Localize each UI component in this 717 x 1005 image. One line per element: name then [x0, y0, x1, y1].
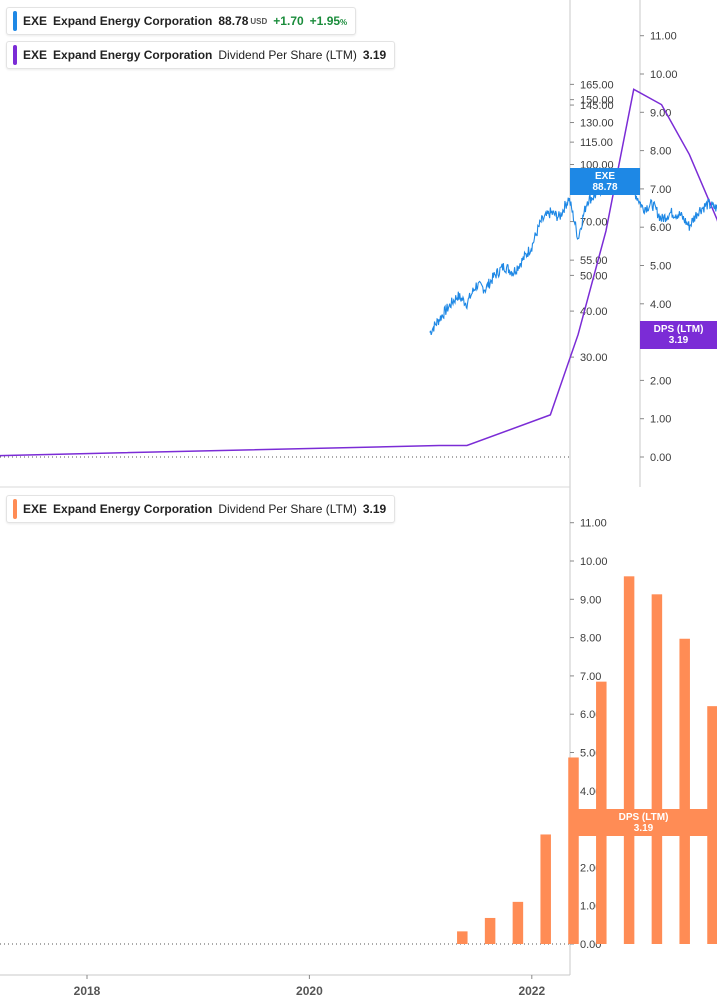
dps-tag-label: DPS (LTM): [653, 324, 704, 335]
dps-bar: [540, 834, 551, 944]
bar-tick-label: 11.00: [580, 518, 607, 530]
dps-bar: [623, 576, 635, 944]
dps-tag-value: 3.19: [668, 335, 689, 346]
price-legend-currency: USD: [250, 16, 268, 26]
dps-line-value-tag: DPS (LTM) 3.19: [640, 321, 717, 349]
dps-bar: [484, 917, 496, 944]
dps-legend-top-swatch: [13, 45, 17, 65]
price-tick-label: 40.00: [580, 306, 608, 318]
time-tick-label: 2020: [296, 984, 323, 998]
bar-tick-label: 9.00: [580, 594, 601, 606]
price-tick-label: 145.00: [580, 100, 614, 112]
bar-tag-value: 3.19: [633, 822, 654, 834]
dps-legend-top[interactable]: EXE Expand Energy Corporation Dividend P…: [6, 41, 396, 69]
price-tick-label: 70.00: [580, 217, 608, 229]
dps-legend-bottom-metric: Dividend Per Share (LTM): [218, 502, 357, 516]
dps-tick-label: 1.00: [650, 414, 671, 426]
dps-bar: [651, 594, 663, 944]
dps-bar: [457, 931, 468, 944]
dps-bar: [512, 901, 524, 944]
bar-tag-label: DPS (LTM): [618, 811, 669, 823]
price-legend-ticker: EXE: [23, 14, 48, 28]
dps-bar-value-tag: DPS (LTM) 3.19: [570, 809, 717, 836]
dps-legend-top-name: Expand Energy Corporation: [53, 48, 213, 62]
price-tag-ticker: EXE: [594, 170, 615, 182]
dps-legend-top-metric: Dividend Per Share (LTM): [218, 48, 357, 62]
dps-legend-top-value: 3.19: [362, 48, 387, 62]
bar-tick-label: 8.00: [580, 633, 601, 645]
dps-tick-label: 8.00: [650, 146, 671, 158]
dps-legend-top-ticker: EXE: [23, 48, 48, 62]
dps-legend-bottom-name: Expand Energy Corporation: [53, 502, 213, 516]
price-tag-value: 88.78: [592, 181, 618, 193]
price-tick-label: 150.00: [580, 95, 614, 107]
dps-tick-label: 11.00: [650, 31, 677, 43]
dps-tick-label: 0.00: [650, 452, 671, 464]
dps-legend-bottom-ticker: EXE: [23, 502, 48, 516]
price-legend[interactable]: EXE Expand Energy Corporation 88.78 USD …: [6, 7, 357, 35]
price-legend-change-pct: +1.95%: [309, 14, 348, 28]
dps-tick-label: 5.00: [650, 261, 671, 273]
price-tick-label: 30.00: [580, 352, 608, 364]
bar-tick-label: 7.00: [580, 671, 601, 683]
time-tick-label: 2018: [74, 984, 101, 998]
dps-tick-label: 7.00: [650, 184, 671, 196]
dps-legend-bottom-value: 3.19: [362, 502, 387, 516]
dps-tick-label: 4.00: [650, 299, 671, 311]
dps-tick-label: 6.00: [650, 222, 671, 234]
dps-tick-label: 2.00: [650, 375, 671, 387]
price-tick-label: 55.00: [580, 255, 608, 267]
price-legend-name: Expand Energy Corporation: [53, 14, 213, 28]
price-legend-change: +1.70: [273, 14, 304, 28]
dps-legend-bottom[interactable]: EXE Expand Energy Corporation Dividend P…: [6, 495, 396, 523]
price-legend-swatch: [13, 11, 17, 31]
price-line-series: [429, 172, 717, 336]
price-tick-label: 130.00: [580, 118, 614, 130]
time-tick-label: 2022: [518, 984, 545, 998]
dps-bar: [568, 757, 579, 944]
dps-legend-bottom-swatch: [13, 499, 17, 519]
price-value-tag: EXE 88.78: [570, 168, 640, 195]
dps-tick-label: 10.00: [650, 69, 678, 81]
dps-line-series: [0, 88, 717, 457]
price-tick-label: 115.00: [580, 137, 613, 149]
bar-tick-label: 10.00: [580, 556, 608, 568]
price-tick-label: 165.00: [580, 79, 614, 91]
price-legend-value: 88.78: [218, 14, 249, 28]
dps-tick-label: 9.00: [650, 107, 671, 119]
dps-bar: [679, 638, 690, 944]
